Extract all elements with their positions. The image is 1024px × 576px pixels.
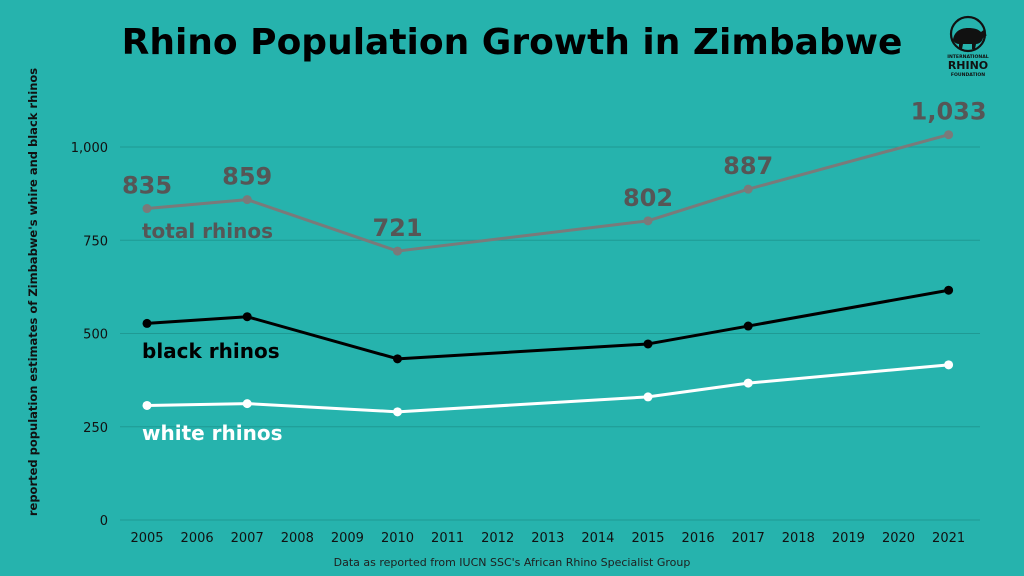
series-name-label: white rhinos: [142, 421, 283, 445]
data-label: 859: [222, 163, 272, 191]
data-label: 1,033: [911, 98, 987, 126]
data-point: [643, 339, 653, 349]
data-label: 721: [372, 214, 422, 242]
data-labels: 835 859 721 802 887 1,033 total rhinos black rh…: [122, 98, 987, 445]
data-point: [242, 399, 252, 409]
x-tick-label: 2020: [882, 531, 915, 546]
data-point: [242, 195, 252, 205]
x-tick-label: 2019: [832, 531, 865, 546]
series-line-2: [146, 363, 949, 414]
x-tick-label: 2010: [381, 531, 414, 546]
data-label: 802: [623, 184, 673, 212]
series-line-1: [146, 288, 949, 361]
y-tick-label: 750: [83, 234, 108, 249]
logo-text-bottom: FOUNDATION: [951, 72, 985, 78]
data-point: [743, 378, 753, 388]
x-tick-label: 2005: [130, 531, 163, 546]
logo-text-top: INTERNATIONAL: [947, 54, 989, 60]
data-point: [393, 407, 402, 417]
data-point: [643, 216, 653, 226]
y-axis-ticks: 0 250 500 750 1,000: [71, 141, 108, 529]
logo-text-main: RHINO: [948, 59, 988, 72]
x-tick-label: 2013: [531, 531, 564, 546]
y-tick-label: 0: [100, 514, 108, 529]
series-line-0: [146, 133, 949, 253]
data-point: [944, 130, 954, 140]
x-tick-label: 2009: [331, 531, 364, 546]
data-label: 835: [122, 172, 172, 200]
data-point: [393, 246, 402, 256]
logo: INTERNATIONAL RHINO FOUNDATION: [947, 15, 989, 78]
source-note: Data as reported from IUCN SSC's African…: [333, 556, 691, 569]
x-tick-label: 2015: [631, 531, 664, 546]
x-tick-label: 2006: [181, 531, 214, 546]
x-tick-label: 2017: [732, 531, 765, 546]
data-point: [944, 360, 954, 370]
data-point: [944, 285, 954, 295]
series-name-label: total rhinos: [142, 219, 273, 243]
series-name-label: black rhinos: [142, 339, 280, 363]
x-tick-label: 2021: [932, 531, 965, 546]
data-point: [743, 321, 753, 331]
x-tick-label: 2016: [682, 531, 715, 546]
data-point: [142, 318, 152, 328]
series-lines: [142, 130, 954, 417]
x-tick-label: 2018: [782, 531, 815, 546]
data-point: [242, 312, 252, 322]
y-tick-label: 250: [83, 421, 108, 436]
x-tick-label: 2007: [231, 531, 264, 546]
x-tick-label: 2008: [281, 531, 314, 546]
rhino-icon: [949, 15, 987, 53]
x-tick-label: 2011: [431, 531, 464, 546]
gridlines: [120, 146, 980, 521]
data-point: [643, 392, 653, 402]
y-tick-label: 1,000: [71, 141, 108, 156]
x-tick-label: 2014: [581, 531, 614, 546]
data-point: [142, 204, 152, 214]
data-label: 887: [723, 152, 773, 180]
data-point: [142, 400, 152, 410]
data-point: [743, 184, 753, 194]
y-axis-label: reported population estimates of Zimbabw…: [26, 68, 40, 516]
x-axis-ticks: 2005 2006 2007 2008 2009 2010 2011 2012 2013 2014…: [130, 531, 965, 546]
data-point: [393, 354, 402, 364]
y-tick-label: 500: [83, 328, 108, 343]
chart-title: Rhino Population Growth in Zimbabwe: [121, 22, 903, 63]
x-tick-label: 2012: [481, 531, 514, 546]
